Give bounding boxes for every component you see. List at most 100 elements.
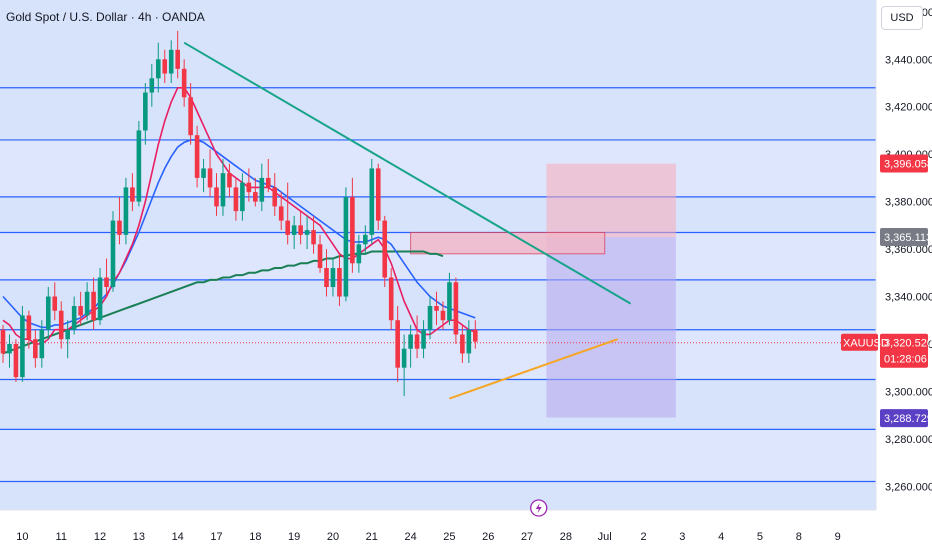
- x-tick-label: 26: [482, 531, 494, 543]
- candle-body: [7, 343, 12, 354]
- candle-body: [175, 49, 180, 69]
- candle-body: [414, 334, 420, 349]
- candle-body: [466, 329, 472, 354]
- candle-body: [356, 244, 362, 264]
- candle-body: [233, 187, 239, 212]
- candle-body: [311, 230, 316, 245]
- candle-body: [214, 187, 219, 207]
- y-tick-label: 3,300.000: [885, 386, 932, 398]
- candle-body: [434, 306, 439, 311]
- x-tick-label: 20: [327, 531, 339, 543]
- candle-body: [104, 277, 109, 288]
- candle-body: [149, 78, 155, 93]
- candle-body: [194, 135, 200, 178]
- x-tick-label: 19: [288, 531, 300, 543]
- candle-body: [324, 268, 329, 288]
- y-tick-label: 3,280.000: [885, 434, 932, 446]
- candle-body: [13, 343, 19, 378]
- candle-body: [110, 220, 116, 288]
- currency-selector[interactable]: USD: [881, 6, 923, 30]
- candle-body: [26, 315, 32, 340]
- candle-body: [58, 310, 64, 340]
- candle-body: [155, 59, 161, 79]
- candle-body: [291, 225, 297, 235]
- stop-price-tag: [880, 154, 928, 173]
- moving-average-red: [2, 86, 476, 345]
- candle-body: [201, 168, 206, 178]
- candle-body: [285, 220, 290, 235]
- candle-body: [447, 282, 452, 321]
- x-tick-label: 14: [172, 531, 184, 543]
- candle-body: [453, 282, 459, 335]
- price-band: [0, 279, 876, 330]
- x-tick-label: 3: [679, 531, 685, 543]
- candle-body: [33, 339, 38, 359]
- candle-body: [207, 168, 213, 188]
- candle-body: [317, 244, 323, 269]
- candle-body: [253, 192, 258, 202]
- last-price-tag-text: 01:28:06: [884, 354, 927, 366]
- candle-body: [330, 268, 336, 288]
- price-band: [0, 0, 876, 88]
- resistance-trendline: [183, 41, 632, 305]
- x-tick-label: 18: [249, 531, 261, 543]
- candle-body: [162, 59, 168, 74]
- candle-body: [136, 130, 142, 202]
- position-target-zone: [546, 237, 676, 418]
- candle-body: [440, 310, 446, 321]
- candle-body: [427, 306, 433, 330]
- price-band: [0, 87, 876, 140]
- candle-body: [408, 334, 413, 349]
- candle-body: [220, 173, 226, 207]
- stop-price-tag-text: 3,396.058: [884, 159, 932, 171]
- candle-body: [78, 306, 83, 316]
- x-tick-label: 13: [133, 531, 145, 543]
- price-band: [0, 329, 876, 380]
- last-price-tag: [880, 333, 928, 368]
- target-price-tag: [880, 409, 928, 428]
- candle-body: [84, 291, 90, 316]
- price-band: [0, 196, 876, 233]
- candle-body: [369, 168, 375, 235]
- resistance-zone: [410, 231, 606, 255]
- candle-body: [259, 177, 265, 202]
- candle-body: [52, 296, 58, 311]
- x-tick-label: 27: [521, 531, 533, 543]
- y-tick-label: 3,380.000: [885, 197, 932, 209]
- x-tick-label: 2: [640, 531, 646, 543]
- candle-body: [130, 187, 135, 202]
- y-tick-label: 3,420.000: [885, 102, 932, 114]
- candle-body: [117, 220, 122, 235]
- candle-body: [272, 187, 278, 207]
- candle-body: [246, 182, 252, 193]
- candle-body: [181, 68, 187, 98]
- entry-price-tag-text: 3,365.113: [884, 232, 932, 244]
- price-axis-panel: [876, 0, 932, 550]
- candle-body: [143, 92, 148, 131]
- x-tick-label: 10: [16, 531, 28, 543]
- candle-body: [227, 173, 232, 188]
- candle-body: [382, 220, 388, 278]
- price-band: [0, 139, 876, 197]
- candle-body: [350, 196, 355, 264]
- x-tick-label: 25: [443, 531, 455, 543]
- candle-body: [460, 334, 465, 354]
- candle-body: [39, 329, 45, 359]
- candle-body: [188, 97, 193, 136]
- candles: [0, 30, 478, 397]
- x-tick-label: 11: [56, 531, 67, 543]
- candle-body: [265, 177, 271, 188]
- candle-body: [304, 230, 310, 235]
- y-tick-label: 3,360.000: [885, 244, 932, 256]
- chart-title: Gold Spot / U.S. Dollar · 4h · OANDA: [6, 10, 205, 24]
- x-tick-label: 17: [210, 531, 222, 543]
- entry-price-tag: [880, 227, 928, 246]
- candle-body: [71, 306, 77, 330]
- x-tick-label: Jul: [598, 531, 612, 543]
- candle-body: [363, 234, 368, 245]
- support-trendline: [449, 338, 618, 400]
- price-band: [0, 379, 876, 430]
- lightning-icon: [535, 503, 542, 513]
- candle-body: [20, 315, 25, 378]
